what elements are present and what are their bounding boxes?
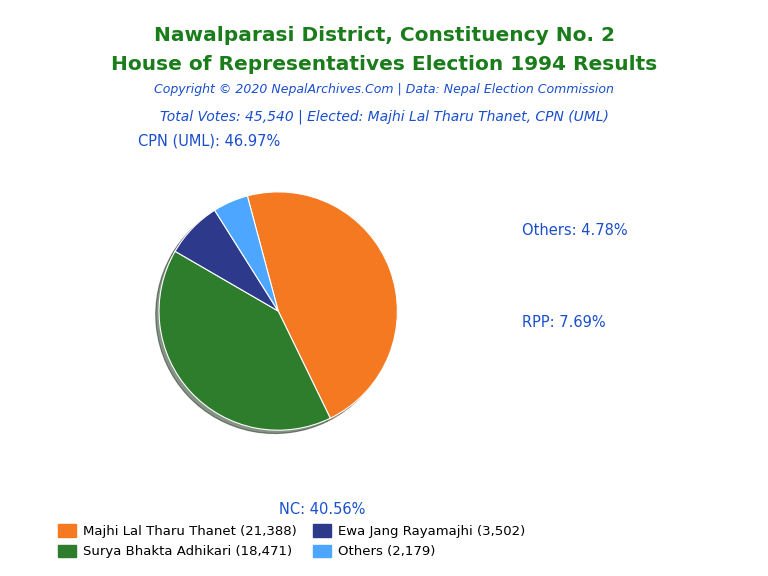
- Legend: Majhi Lal Tharu Thanet (21,388), Surya Bhakta Adhikari (18,471), Ewa Jang Rayama: Majhi Lal Tharu Thanet (21,388), Surya B…: [53, 519, 530, 564]
- Wedge shape: [247, 192, 397, 418]
- Text: Nawalparasi District, Constituency No. 2: Nawalparasi District, Constituency No. 2: [154, 26, 614, 45]
- Text: CPN (UML): 46.97%: CPN (UML): 46.97%: [138, 134, 280, 149]
- Text: NC: 40.56%: NC: 40.56%: [280, 502, 366, 517]
- Text: Total Votes: 45,540 | Elected: Majhi Lal Tharu Thanet, CPN (UML): Total Votes: 45,540 | Elected: Majhi Lal…: [160, 109, 608, 124]
- Wedge shape: [175, 210, 278, 311]
- Wedge shape: [214, 196, 278, 311]
- Text: RPP: 7.69%: RPP: 7.69%: [522, 315, 606, 330]
- Wedge shape: [159, 251, 330, 430]
- Text: Copyright © 2020 NepalArchives.Com | Data: Nepal Election Commission: Copyright © 2020 NepalArchives.Com | Dat…: [154, 83, 614, 96]
- Text: Others: 4.78%: Others: 4.78%: [522, 223, 628, 238]
- Text: House of Representatives Election 1994 Results: House of Representatives Election 1994 R…: [111, 55, 657, 74]
